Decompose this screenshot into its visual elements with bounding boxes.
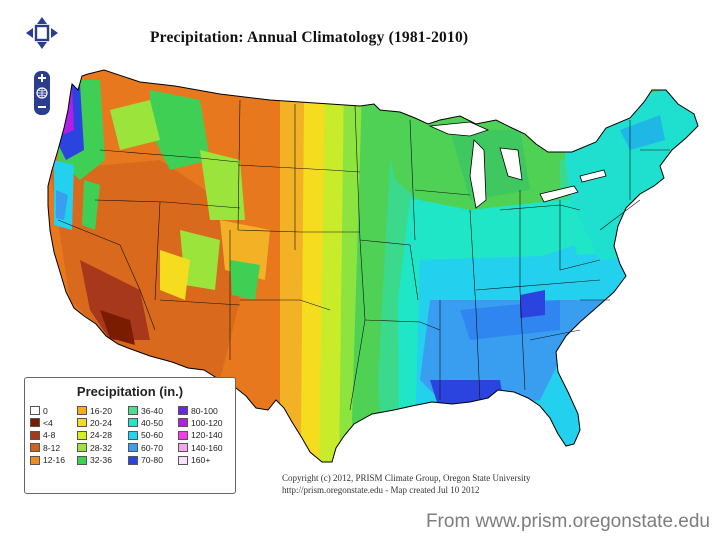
legend-label: 40-50 <box>141 417 163 428</box>
legend-swatch <box>30 455 40 465</box>
legend-item: 28-32 <box>77 442 112 453</box>
legend-swatch <box>178 406 188 415</box>
legend-label: 8-12 <box>43 442 61 453</box>
legend-label: <4 <box>43 417 53 428</box>
legend-label: 50-60 <box>141 430 163 441</box>
legend-item: 24-28 <box>77 430 112 441</box>
legend-label: 160+ <box>191 455 211 466</box>
legend-swatch <box>77 418 87 428</box>
legend-swatch <box>128 406 138 415</box>
legend-label: 28-32 <box>90 442 112 453</box>
legend-swatch <box>178 418 188 428</box>
legend-swatch <box>30 418 40 428</box>
legend-swatch <box>128 443 138 453</box>
legend-swatch <box>178 443 188 453</box>
legend-item: 36-40 <box>128 405 163 416</box>
legend-item: 50-60 <box>128 430 163 441</box>
source-note: From www.prism.oregonstate.edu <box>425 511 710 532</box>
legend-swatch <box>77 443 87 453</box>
legend-title: Precipitation (in.) <box>76 384 184 399</box>
legend-item: 8-12 <box>30 442 60 453</box>
legend-item: 40-50 <box>128 417 163 428</box>
copyright-line: Copyright (c) 2012, PRISM Climate Group,… <box>282 473 531 483</box>
legend-label: 4-8 <box>43 430 56 441</box>
legend-item: 20-24 <box>77 417 112 428</box>
legend-swatch <box>128 455 138 465</box>
legend-label: 12-16 <box>43 455 65 466</box>
legend-item: 140-160 <box>178 442 223 453</box>
map-navigation <box>26 17 62 115</box>
legend-item: 4-8 <box>30 430 55 441</box>
legend-item: 32-36 <box>77 455 112 466</box>
legend-label: 80-100 <box>191 405 218 416</box>
legend-swatch <box>77 430 87 440</box>
legend-swatch <box>30 443 40 453</box>
legend-label: 120-140 <box>191 430 223 441</box>
legend-item: 70-80 <box>128 455 163 466</box>
precipitation-legend: Precipitation (in.) 0 <4 4-8 8-12 12-16 16-20… <box>24 377 236 494</box>
legend-swatch <box>77 406 87 415</box>
legend-item: 160+ <box>178 455 210 466</box>
map-credit-line: http://prism.oregonstate.edu - Map creat… <box>282 485 480 495</box>
legend-swatch <box>178 455 188 465</box>
legend-label: 16-20 <box>90 405 112 416</box>
legend-item: 12-16 <box>30 455 65 466</box>
legend-item: 0 <box>30 405 48 416</box>
legend-label: 0 <box>43 405 48 416</box>
legend-item: 80-100 <box>178 405 218 416</box>
legend-label: 32-36 <box>90 455 112 466</box>
zoom-in-icon[interactable] <box>38 74 46 82</box>
legend-label: 140-160 <box>191 442 223 453</box>
legend-swatch <box>128 418 138 428</box>
legend-item: 60-70 <box>128 442 163 453</box>
legend-label: 36-40 <box>141 405 163 416</box>
legend-item: <4 <box>30 417 53 428</box>
legend-label: 70-80 <box>141 455 163 466</box>
legend-item: 120-140 <box>178 430 223 441</box>
legend-label: 20-24 <box>90 417 112 428</box>
legend-label: 60-70 <box>141 442 163 453</box>
legend-label: 24-28 <box>90 430 112 441</box>
legend-swatch <box>128 430 138 440</box>
legend-item: 100-120 <box>178 417 223 428</box>
legend-swatch <box>178 430 188 440</box>
legend-label: 100-120 <box>191 417 223 428</box>
legend-swatch <box>77 455 87 465</box>
legend-swatch <box>30 430 40 440</box>
globe-icon[interactable] <box>36 87 48 99</box>
pan-arrows-icon[interactable] <box>26 17 58 49</box>
legend-swatch <box>30 406 40 415</box>
legend-item: 16-20 <box>77 405 112 416</box>
map-title: Precipitation: Annual Climatology (1981-… <box>150 29 469 46</box>
